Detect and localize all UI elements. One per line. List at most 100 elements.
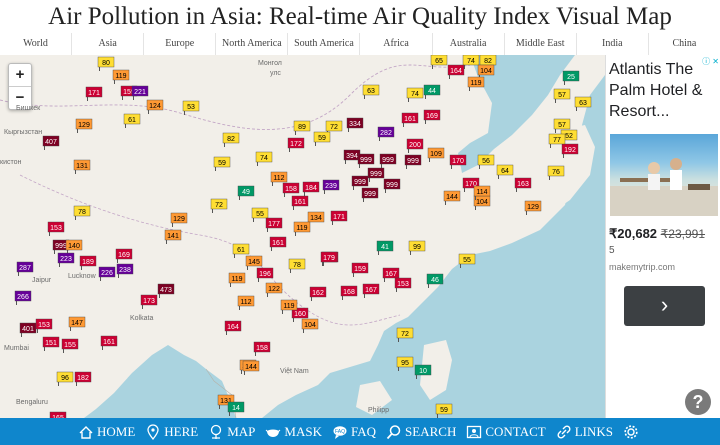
aqi-station-marker[interactable]: 334 [346,117,364,132]
marker-box[interactable] [97,56,115,68]
aqi-station-marker[interactable]: 141 [164,229,182,244]
aqi-station-marker[interactable]: 999 [361,187,379,202]
aqi-station-marker[interactable]: 145 [245,255,263,270]
aqi-station-marker[interactable]: 167 [362,283,380,298]
aqi-station-marker[interactable]: 41 [376,240,394,255]
aqi-station-marker[interactable]: 74 [406,87,424,102]
aqi-station-marker[interactable]: 63 [574,96,592,111]
marker-box[interactable] [115,248,133,260]
help-button[interactable]: ? [685,389,711,415]
nav-here-button[interactable]: HERE [145,424,198,440]
aqi-station-marker[interactable]: 161 [100,335,118,350]
marker-box[interactable] [232,243,250,255]
marker-box[interactable] [462,55,480,66]
ad-headline[interactable]: Atlantis The Palm Hotel & Resort... [609,61,703,120]
marker-box[interactable] [357,153,375,165]
aqi-station-marker[interactable]: 56 [477,154,495,169]
marker-box[interactable] [351,262,369,274]
aqi-station-marker[interactable]: 164 [224,320,242,335]
marker-box[interactable] [514,177,532,189]
marker-box[interactable] [301,318,319,330]
marker-box[interactable] [346,117,364,129]
aqi-station-marker[interactable]: 96 [56,371,74,386]
marker-box[interactable] [302,181,320,193]
marker-box[interactable] [14,290,32,302]
aqi-station-marker[interactable]: 165 [49,411,67,418]
marker-box[interactable] [269,236,287,248]
marker-box[interactable] [293,120,311,132]
marker-box[interactable] [340,285,358,297]
marker-box[interactable] [404,154,422,166]
marker-box[interactable] [251,207,269,219]
marker-box[interactable] [313,131,331,143]
marker-box[interactable] [408,240,426,252]
ad-next-button[interactable]: › [624,286,705,326]
region-tab-middle-east[interactable]: Middle East [503,33,576,55]
marker-box[interactable] [379,153,397,165]
aqi-station-marker[interactable]: 129 [75,118,93,133]
marker-box[interactable] [42,336,60,348]
marker-box[interactable] [224,320,242,332]
aqi-station-marker[interactable]: 168 [340,285,358,300]
aqi-station-marker[interactable]: 172 [287,137,305,152]
marker-box[interactable] [443,190,461,202]
marker-box[interactable] [293,221,311,233]
marker-box[interactable] [228,272,246,284]
aqi-station-marker[interactable]: 223 [57,252,75,267]
aqi-station-marker[interactable]: 57 [553,88,571,103]
aqi-station-marker[interactable]: 112 [237,295,255,310]
aqi-station-marker[interactable]: 167 [382,267,400,282]
aqi-station-marker[interactable]: 161 [269,236,287,251]
marker-box[interactable] [320,251,338,263]
aqi-station-marker[interactable]: 78 [288,258,306,273]
zoom-out-button[interactable]: − [9,86,31,109]
marker-box[interactable] [473,185,491,197]
marker-box[interactable] [383,178,401,190]
marker-box[interactable] [131,85,149,97]
marker-box[interactable] [361,187,379,199]
marker-box[interactable] [447,64,465,76]
region-tab-india[interactable]: India [575,33,648,55]
marker-box[interactable] [217,394,235,406]
aqi-station-marker[interactable]: 74 [462,55,480,69]
marker-box[interactable] [291,307,309,319]
aqi-station-marker[interactable]: 124 [146,99,164,114]
marker-box[interactable] [330,210,348,222]
aqi-station-marker[interactable]: 49 [237,185,255,200]
aqi-station-marker[interactable]: 170 [449,154,467,169]
marker-box[interactable] [414,364,432,376]
aqi-station-marker[interactable]: 196 [256,267,274,282]
marker-box[interactable] [376,240,394,252]
region-tab-north-america[interactable]: North America [215,33,287,55]
aqi-station-marker[interactable]: 158 [282,182,300,197]
marker-box[interactable] [112,69,130,81]
marker-box[interactable] [116,263,134,275]
marker-box[interactable] [57,252,75,264]
marker-box[interactable] [79,255,97,267]
marker-box[interactable] [477,154,495,166]
marker-box[interactable] [426,273,444,285]
aqi-station-marker[interactable]: 164 [447,64,465,79]
marker-box[interactable] [146,99,164,111]
marker-box[interactable] [430,55,448,66]
aqi-station-marker[interactable]: 163 [514,177,532,192]
marker-box[interactable] [170,212,188,224]
nav-map-button[interactable]: MAP [208,424,255,440]
aqi-station-marker[interactable]: 140 [65,239,83,254]
marker-box[interactable] [287,137,305,149]
region-tab-asia[interactable]: Asia [71,33,143,55]
aqi-station-marker[interactable]: 59 [213,156,231,171]
marker-box[interactable] [382,267,400,279]
marker-box[interactable] [100,335,118,347]
marker-box[interactable] [524,200,542,212]
aqi-station-marker[interactable]: 55 [251,207,269,222]
aqi-station-marker[interactable]: 151 [42,336,60,351]
marker-box[interactable] [477,64,495,76]
aqi-station-marker[interactable]: 158 [253,341,271,356]
aqi-station-marker[interactable]: 119 [293,221,311,236]
marker-box[interactable] [270,171,288,183]
marker-box[interactable] [73,159,91,171]
marker-box[interactable] [496,164,514,176]
aqi-station-marker[interactable]: 239 [322,179,340,194]
